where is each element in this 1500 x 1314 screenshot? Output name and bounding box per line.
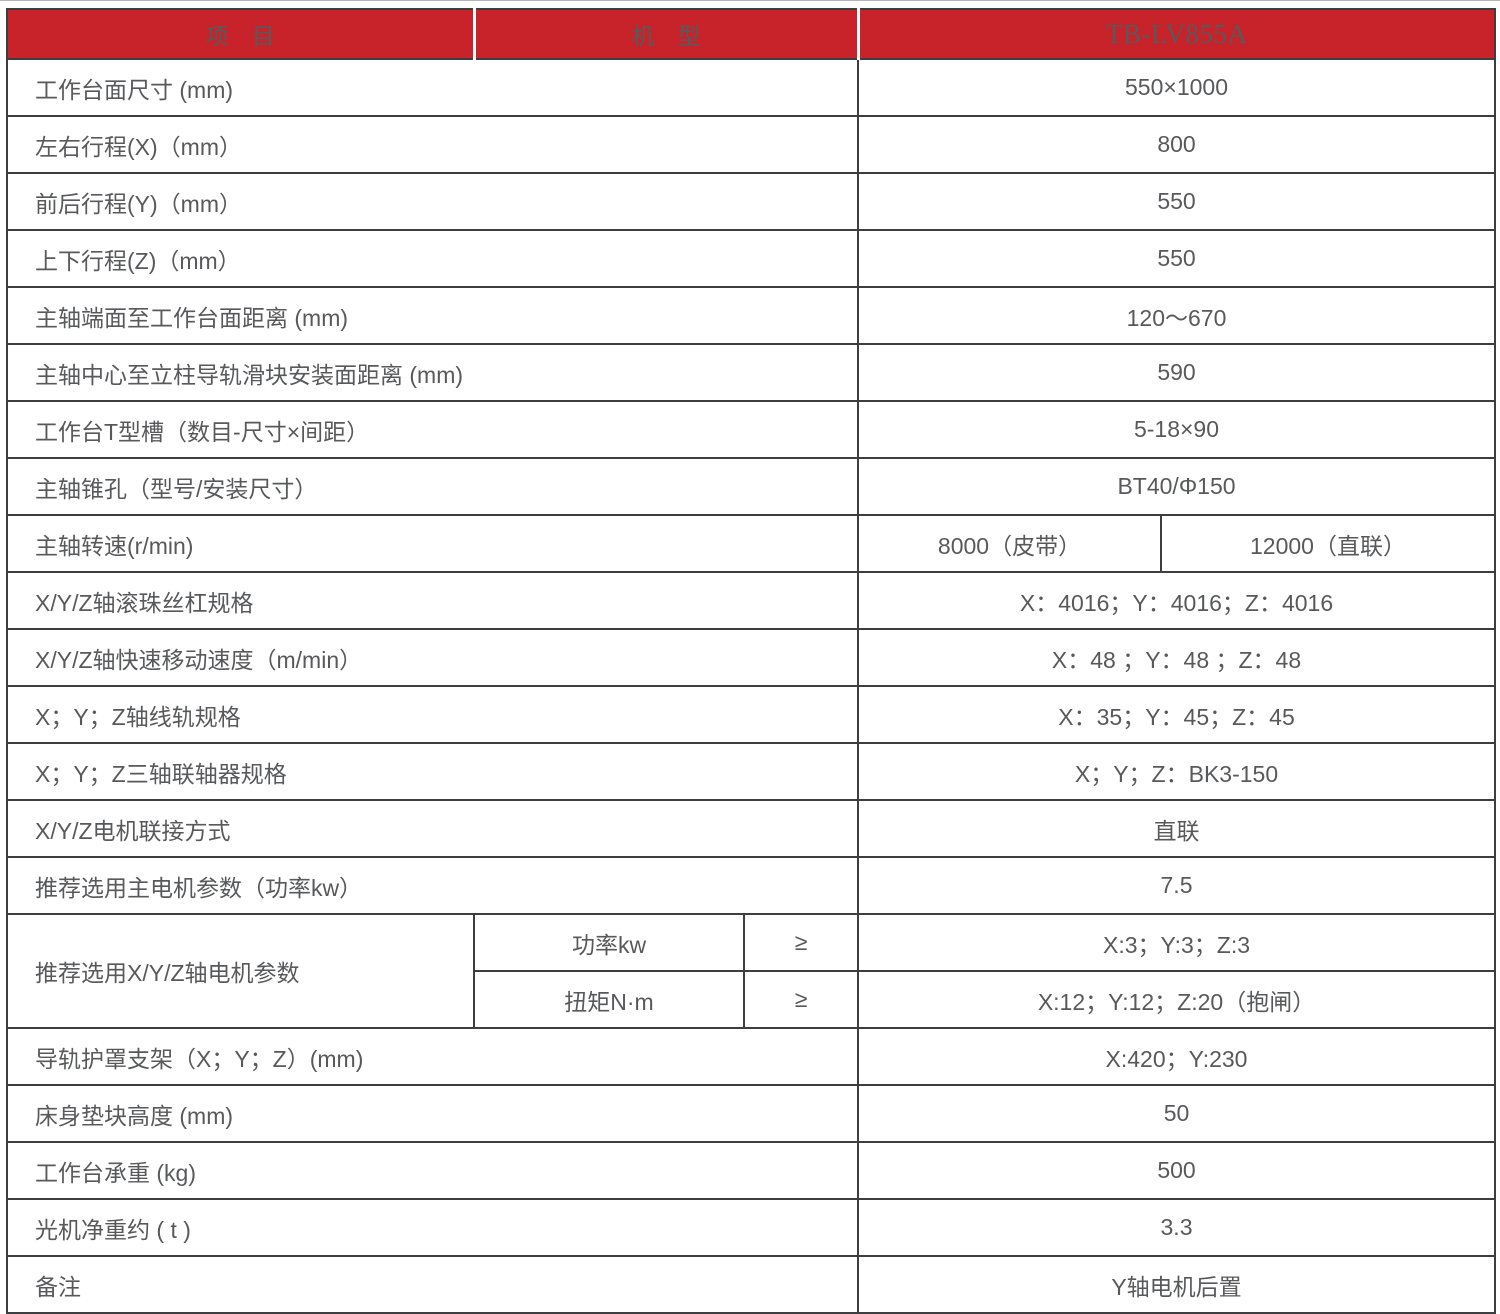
- table-row: 工作台T型槽（数目-尺寸×间距） 5-18×90: [6, 400, 1497, 459]
- row-value: 550: [856, 172, 1497, 231]
- row-value: X；Y；Z：BK3-150: [856, 742, 1497, 801]
- table-row: 推荐选用主电机参数（功率kw） 7.5: [6, 856, 1497, 915]
- row-value: X:3；Y:3；Z:3: [856, 913, 1497, 972]
- row-value: Y轴电机后置: [856, 1255, 1497, 1314]
- row-label: 推荐选用主电机参数（功率kw）: [6, 856, 859, 915]
- header-item: 项 目: [6, 8, 475, 60]
- row-label: X；Y；Z三轴联轴器规格: [6, 742, 859, 801]
- spec-table: 项 目 机 型 TB-LV855A 工作台面尺寸 (mm) 550×1000 左…: [6, 8, 1497, 1314]
- row-label: 主轴中心至立柱导轨滑块安装面距离 (mm): [6, 343, 859, 402]
- table-row: X/Y/Z轴快速移动速度（m/min） X：48 ；Y：48 ；Z：48: [6, 628, 1497, 687]
- row-value: X:420；Y:230: [856, 1027, 1497, 1086]
- row-value: 3.3: [856, 1198, 1497, 1257]
- table-row: X；Y；Z三轴联轴器规格 X；Y；Z：BK3-150: [6, 742, 1497, 801]
- table-row: 主轴中心至立柱导轨滑块安装面距离 (mm) 590: [6, 343, 1497, 402]
- sub-label-torque: 扭矩N·m: [473, 970, 745, 1029]
- row-label: 床身垫块高度 (mm): [6, 1084, 859, 1143]
- row-label: 左右行程(X)（mm）: [6, 115, 859, 174]
- row-label: 主轴锥孔（型号/安装尺寸）: [6, 457, 859, 516]
- row-label: X；Y；Z轴线轨规格: [6, 685, 859, 744]
- table-row-motor-torque: 扭矩N·m ≥ X:12；Y:12；Z:20（抱闸）: [7, 970, 1497, 1029]
- table-body: 工作台面尺寸 (mm) 550×1000 左右行程(X)（mm） 800 前后行…: [6, 58, 1497, 1314]
- row-value: 5-18×90: [856, 400, 1497, 459]
- table-row: 床身垫块高度 (mm) 50: [6, 1084, 1497, 1143]
- row-value: 120～670: [856, 286, 1497, 345]
- row-value-direct: 12000（直联）: [1159, 514, 1497, 573]
- row-label-motor-group: 推荐选用X/Y/Z轴电机参数: [6, 913, 475, 1029]
- row-label: 工作台面尺寸 (mm): [6, 58, 859, 117]
- table-row: X；Y；Z轴线轨规格 X：35；Y：45；Z：45: [6, 685, 1497, 744]
- row-value: X:12；Y:12；Z:20（抱闸）: [856, 970, 1497, 1029]
- row-label: 上下行程(Z)（mm）: [6, 229, 859, 288]
- table-row-motor-power: 推荐选用X/Y/Z轴电机参数 功率kw ≥ X:3；Y:3；Z:3: [6, 913, 1497, 1029]
- table-row: 上下行程(Z)（mm） 550: [6, 229, 1497, 288]
- table-row: 前后行程(Y)（mm） 550: [6, 172, 1497, 231]
- row-label: 导轨护罩支架（X；Y；Z）(mm): [6, 1027, 859, 1086]
- table-row: 左右行程(X)（mm） 800: [6, 115, 1497, 174]
- row-value: X：35；Y：45；Z：45: [856, 685, 1497, 744]
- row-label: X/Y/Z电机联接方式: [6, 799, 859, 858]
- table-row: 主轴锥孔（型号/安装尺寸） BT40/Φ150: [6, 457, 1497, 516]
- table-row: X/Y/Z电机联接方式 直联: [6, 799, 1497, 858]
- row-value: BT40/Φ150: [856, 457, 1497, 516]
- table-row: 光机净重约 ( t ) 3.3: [6, 1198, 1497, 1257]
- table-header: 项 目 机 型 TB-LV855A: [6, 8, 1497, 60]
- row-value: 50: [856, 1084, 1497, 1143]
- row-value: 550: [856, 229, 1497, 288]
- table-row: 主轴端面至工作台面距离 (mm) 120～670: [6, 286, 1497, 345]
- row-label: 工作台T型槽（数目-尺寸×间距）: [6, 400, 859, 459]
- row-value: 7.5: [856, 856, 1497, 915]
- table-row: 工作台承重 (kg) 500: [6, 1141, 1497, 1200]
- table-row: 导轨护罩支架（X；Y；Z）(mm) X:420；Y:230: [6, 1027, 1497, 1086]
- table-row: X/Y/Z轴滚珠丝杠规格 X：4016；Y：4016；Z：4016: [6, 571, 1497, 630]
- row-value: X：4016；Y：4016；Z：4016: [856, 571, 1497, 630]
- row-value: 550×1000: [856, 58, 1497, 117]
- row-value-belt: 8000（皮带）: [857, 514, 1162, 573]
- table-row: 工作台面尺寸 (mm) 550×1000: [6, 58, 1497, 117]
- row-value: 800: [856, 115, 1497, 174]
- row-value: X：48 ；Y：48 ；Z：48: [856, 628, 1497, 687]
- row-label: X/Y/Z轴快速移动速度（m/min）: [6, 628, 859, 687]
- header-model-value: TB-LV855A: [856, 8, 1497, 60]
- gte-symbol: ≥: [743, 913, 859, 972]
- row-value: 590: [856, 343, 1497, 402]
- row-label: 主轴端面至工作台面距离 (mm): [6, 286, 859, 345]
- header-model: 机 型: [472, 8, 859, 60]
- sub-label-power: 功率kw: [473, 913, 745, 972]
- row-label: 主轴转速(r/min): [6, 514, 859, 573]
- table-row-remark: 备注 Y轴电机后置: [6, 1255, 1497, 1314]
- row-value: 500: [856, 1141, 1497, 1200]
- row-label: X/Y/Z轴滚珠丝杠规格: [6, 571, 859, 630]
- table-row-spindle-speed: 主轴转速(r/min) 8000（皮带） 12000（直联）: [6, 514, 1497, 573]
- row-label: 备注: [6, 1255, 859, 1314]
- row-label: 工作台承重 (kg): [6, 1141, 859, 1200]
- row-label: 前后行程(Y)（mm）: [6, 172, 859, 231]
- header-row: 项 目 机 型 TB-LV855A: [6, 8, 1497, 60]
- row-value: 直联: [856, 799, 1497, 858]
- row-label: 光机净重约 ( t ): [6, 1198, 859, 1257]
- gte-symbol: ≥: [743, 970, 859, 1029]
